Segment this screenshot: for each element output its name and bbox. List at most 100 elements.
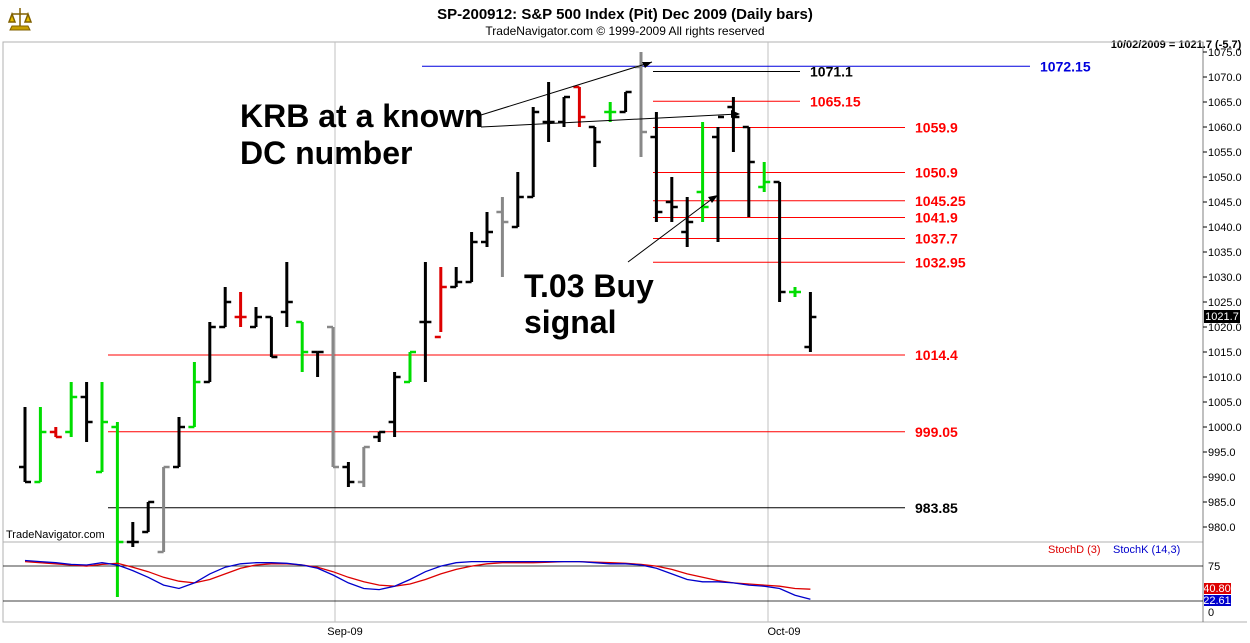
ohlc-bar [650,112,663,222]
price-level-label: 999.05 [915,424,958,440]
chart-title: SP-200912: S&P 500 Index (Pit) Dec 2009 … [437,6,813,23]
chart-subtitle: TradeNavigator.com © 1999-2009 All right… [485,24,764,38]
ohlc-bar [188,362,201,429]
ohlc-bar [373,430,386,442]
current-price-label: 1021.7 [1205,311,1239,323]
ohlc-bar [49,427,62,439]
ohlc-bar [773,180,786,302]
stoch-tick-75: 75 [1208,561,1220,573]
ohlc-bar [696,122,709,222]
ohlc-bar [511,172,524,229]
date-label-oct: Oct-09 [767,626,800,638]
price-tick-label: 995.0 [1208,447,1236,459]
price-tick-label: 990.0 [1208,472,1236,484]
annotation-buy-line1: T.03 Buy [524,268,654,304]
price-axis: 1075.0 1070.0 1065.0 1060.0 1055.0 1050.0 1045… [1203,47,1242,534]
ohlc-bar [126,522,139,547]
ohlc-bar [388,372,401,437]
price-tick-label: 1065.0 [1208,97,1242,109]
price-tick-label: 1040.0 [1208,222,1242,234]
ohlc-bar [419,262,432,382]
ohlc-bar [19,407,31,484]
ohlc-bar [404,350,416,384]
annotation-krb-line2: DC number [240,135,412,171]
price-level-label: 1071.1 [810,64,853,80]
arrowhead-icon [708,195,718,203]
price-tick-label: 1075.0 [1208,47,1242,59]
price-level-label: 1059.9 [915,120,958,136]
ohlc-bar [481,212,493,247]
ohlc-bar [619,90,632,114]
annotation-buy-line2: signal [524,304,616,340]
price-tick-label: 1010.0 [1208,372,1242,384]
ohlc-bar [250,307,262,329]
price-tick-label: 1070.0 [1208,72,1242,84]
ohlc-bar [681,197,694,247]
price-tick-label: 1020.0 [1208,322,1242,334]
ohlc-bar [789,287,801,297]
price-tick-label: 1045.0 [1208,197,1242,209]
ohlc-bar [96,382,108,474]
ohlc-bar [727,97,740,152]
price-level-label: 1014.4 [915,347,958,363]
logo-icon [6,6,34,34]
price-tick-label: 1015.0 [1208,347,1242,359]
ohlc-bar [542,82,555,142]
annotation-arrow [627,195,717,263]
ohlc-bar [173,417,185,469]
ohlc-bar [450,267,463,289]
ohlc-bar [203,322,216,384]
price-level-label: 1050.9 [915,165,958,181]
price-tick-label: 1025.0 [1208,297,1242,309]
price-tick-label: 1035.0 [1208,247,1242,259]
price-level-label: 1037.7 [915,231,958,247]
ohlc-bar [34,407,47,484]
ohlc-bar [311,350,324,377]
price-level-label: 1041.9 [915,210,958,226]
ohlc-bar [712,115,724,242]
ohlc-bar [296,320,309,372]
arrowhead-icon [731,110,740,118]
ohlc-bar [573,85,586,127]
ohlc-bar [65,382,78,437]
arrowhead-icon [642,62,652,68]
stoch-line [24,559,811,600]
price-level-label: 1065.15 [810,93,861,109]
stochastic-indicator: StochD (3) StochK (14,3) 75 0 40.80 22.6… [3,544,1231,619]
ohlc-bar [434,267,447,339]
price-tick-label: 985.0 [1208,497,1236,509]
ohlc-bar [219,287,232,329]
price-tick-label: 1055.0 [1208,147,1242,159]
date-gridlines [334,42,769,622]
price-tick-label: 1030.0 [1208,272,1242,284]
ohlc-bar [665,177,678,222]
price-tick-label: 980.0 [1208,522,1236,534]
annotation-krb-line1: KRB at a known [240,98,484,134]
ohlc-bar [342,462,355,487]
ohlc-bar [527,107,540,199]
annotation-arrow [480,113,739,128]
price-bars [19,52,817,597]
price-tick-label: 1000.0 [1208,422,1242,434]
ohlc-bar [111,422,124,597]
ohlc-bar [265,315,278,359]
ohlc-bar [604,102,617,122]
annotation-buy-signal: T.03 Buy signal [524,195,718,340]
legend-stochd: StochD (3) [1048,544,1101,556]
ohlc-bar [742,125,755,217]
price-level-label: 983.85 [915,500,958,516]
ohlc-bar [234,292,247,327]
ohlc-bar [496,197,509,277]
ohlc-bar [80,382,93,442]
ohlc-bar [357,445,370,487]
current-price-tag: 1021.7 [1204,310,1240,323]
annotation-krb: KRB at a known DC number [240,61,740,171]
date-label-sep: Sep-09 [327,626,362,638]
stochk-last-label: 22.61 [1203,595,1231,607]
stoch-line [24,560,811,590]
ohlc-bar [558,95,570,127]
annotation-arrow [480,61,653,116]
ohlc-bar [758,162,771,192]
legend-stochk: StochK (14,3) [1113,544,1180,556]
